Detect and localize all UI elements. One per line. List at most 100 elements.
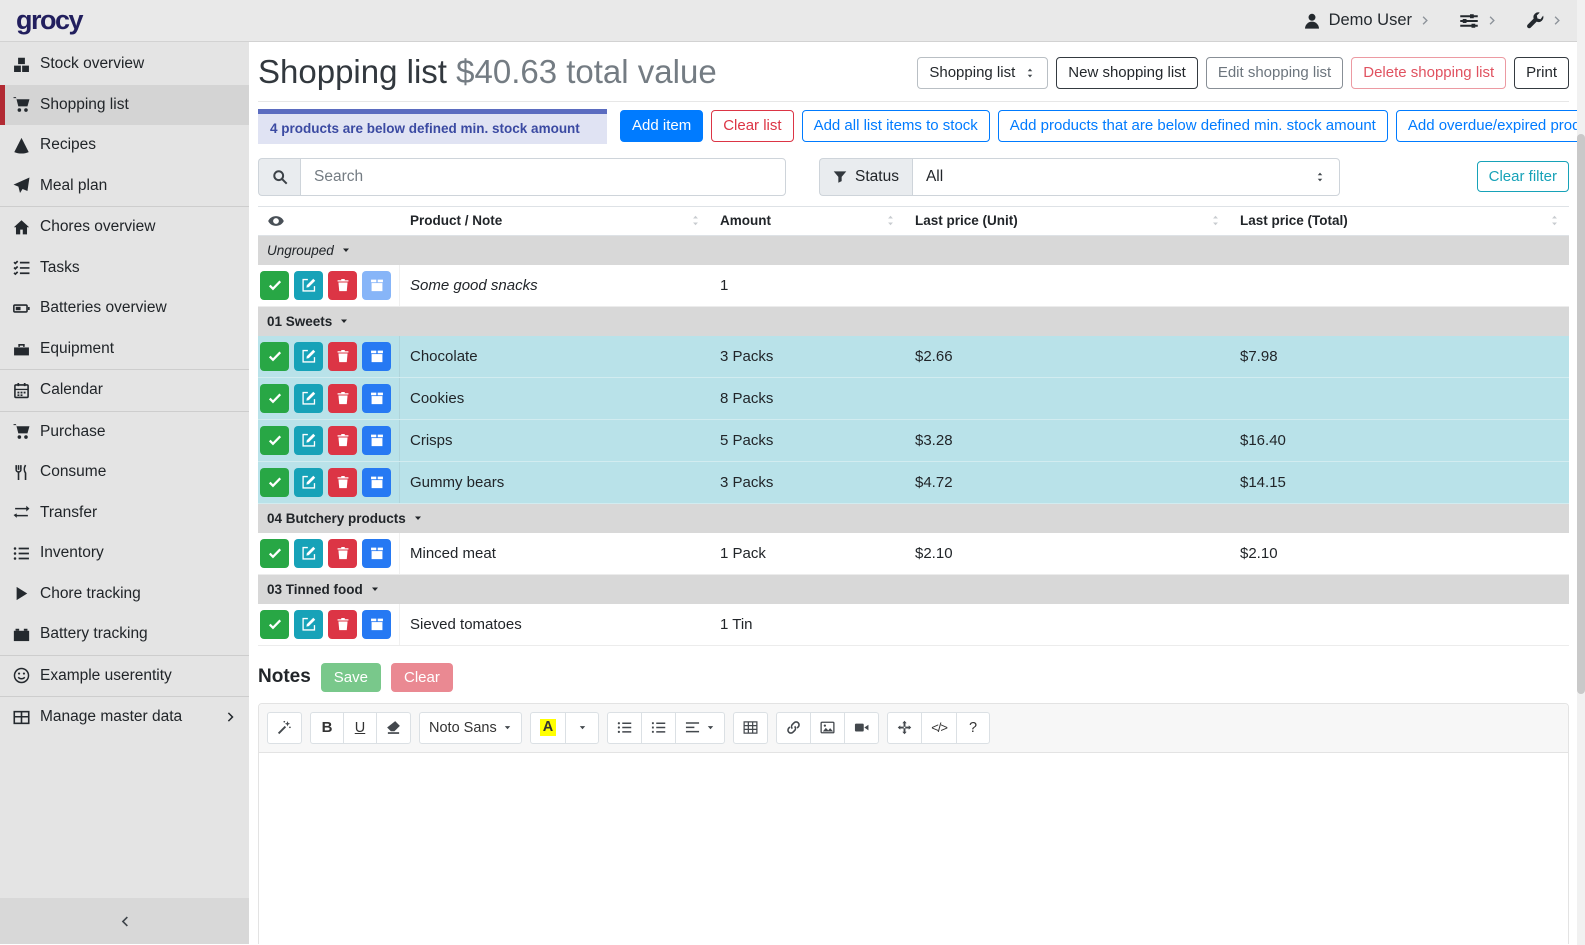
edit-item-button[interactable] (294, 271, 323, 300)
mark-done-button[interactable] (260, 468, 289, 497)
add-to-stock-button[interactable] (362, 426, 391, 455)
delete-item-button[interactable] (328, 426, 357, 455)
clear-filter-button[interactable]: Clear filter (1477, 161, 1569, 193)
sidebar-item-purchase[interactable]: Purchase (0, 412, 249, 453)
add-item-button[interactable]: Add item (620, 110, 703, 142)
mark-done-button[interactable] (260, 539, 289, 568)
admin-menu[interactable] (1526, 12, 1563, 30)
insert-video-button[interactable] (844, 712, 879, 744)
sidebar-item-shopping-list[interactable]: Shopping list (0, 85, 249, 126)
add-all-list-items-to-stock-button[interactable]: Add all list items to stock (802, 110, 990, 142)
insert-table-button[interactable] (733, 712, 768, 744)
status-select[interactable]: All (912, 158, 1340, 196)
new-shopping-list-button[interactable]: New shopping list (1056, 57, 1198, 89)
sidebar-item-equipment[interactable]: Equipment (0, 329, 249, 370)
search-input[interactable] (300, 158, 786, 196)
page-scrollbar[interactable] (1577, 0, 1585, 945)
bold-button[interactable]: B (310, 712, 344, 744)
sidebar-item-battery-tracking[interactable]: Battery tracking (0, 614, 249, 655)
group-header-row-04-butchery-products[interactable]: 04 Butchery products (258, 504, 1569, 533)
ordered-list-button[interactable] (641, 712, 676, 744)
add-below-min-stock-button[interactable]: Add products that are below defined min.… (998, 110, 1388, 142)
app-logo[interactable]: grocy (16, 5, 82, 36)
delete-item-button[interactable] (328, 468, 357, 497)
column-visibility-header[interactable] (258, 213, 400, 229)
last-price-unit-cell: $3.28 (905, 432, 1230, 449)
font-name-button[interactable]: Noto Sans (419, 712, 522, 744)
add-to-stock-button[interactable] (362, 610, 391, 639)
sidebar-item-chores-overview[interactable]: Chores overview (0, 207, 249, 248)
delete-item-button[interactable] (328, 342, 357, 371)
sort-icon[interactable] (1209, 214, 1222, 227)
code-view-button[interactable]: </> (921, 712, 957, 744)
sidebar-item-meal-plan[interactable]: Meal plan (0, 166, 249, 207)
column-last-price-total-header[interactable]: Last price (Total) (1230, 213, 1569, 228)
underline-button[interactable]: U (343, 712, 377, 744)
unordered-list-button[interactable] (607, 712, 642, 744)
edit-item-button[interactable] (294, 384, 323, 413)
user-menu[interactable]: Demo User (1303, 11, 1431, 30)
settings-menu[interactable] (1459, 11, 1498, 31)
notes-save-button[interactable]: Save (321, 663, 381, 692)
group-header-row-03-tinned-food[interactable]: 03 Tinned food (258, 575, 1569, 604)
edit-item-button[interactable] (294, 539, 323, 568)
sidebar-item-inventory[interactable]: Inventory (0, 533, 249, 574)
sidebar-item-consume[interactable]: Consume (0, 452, 249, 493)
magic-button[interactable] (267, 712, 302, 744)
group-header-row-01-sweets[interactable]: 01 Sweets (258, 307, 1569, 336)
shopping-list-select[interactable]: Shopping list (917, 57, 1048, 89)
add-to-stock-button[interactable] (362, 539, 391, 568)
group-header-row-ungrouped[interactable]: Ungrouped (258, 236, 1569, 265)
edit-item-button[interactable] (294, 610, 323, 639)
page-scrollbar-thumb[interactable] (1577, 134, 1585, 694)
sort-icon[interactable] (884, 214, 897, 227)
delete-item-button[interactable] (328, 539, 357, 568)
column-last-price-unit-header[interactable]: Last price (Unit) (905, 213, 1230, 228)
sidebar-collapse-button[interactable] (0, 898, 249, 944)
column-product-header[interactable]: Product / Note (400, 213, 710, 228)
sort-icon[interactable] (1548, 214, 1561, 227)
eraser-button[interactable] (376, 712, 411, 744)
edit-item-button[interactable] (294, 426, 323, 455)
notes-clear-button[interactable]: Clear (391, 663, 453, 692)
delete-item-button[interactable] (328, 384, 357, 413)
mark-done-button[interactable] (260, 610, 289, 639)
fullscreen-button[interactable] (887, 712, 922, 744)
sidebar-item-chore-tracking[interactable]: Chore tracking (0, 574, 249, 615)
mark-done-button[interactable] (260, 426, 289, 455)
add-to-stock-button[interactable] (362, 342, 391, 371)
sidebar-item-batteries-overview[interactable]: Batteries overview (0, 288, 249, 329)
edit-item-button[interactable] (294, 342, 323, 371)
clear-list-button[interactable]: Clear list (711, 110, 793, 142)
min-stock-banner[interactable]: 4 products are below defined min. stock … (258, 109, 607, 144)
paragraph-button[interactable] (675, 712, 725, 744)
mark-done-button[interactable] (260, 384, 289, 413)
edit-item-button[interactable] (294, 468, 323, 497)
font-color-picker-button[interactable] (565, 712, 599, 744)
help-button[interactable]: ? (956, 712, 990, 744)
delete-item-button[interactable] (328, 610, 357, 639)
delete-item-button[interactable] (328, 271, 357, 300)
sidebar-item-example-userentity[interactable]: Example userentity (0, 656, 249, 697)
column-amount-header[interactable]: Amount (710, 213, 905, 228)
sidebar-item-transfer[interactable]: Transfer (0, 493, 249, 534)
sidebar-item-manage-master-data[interactable]: Manage master data (0, 697, 249, 738)
sidebar-item-tasks[interactable]: Tasks (0, 248, 249, 289)
edit-shopping-list-button[interactable]: Edit shopping list (1206, 57, 1343, 89)
sidebar-item-recipes[interactable]: Recipes (0, 125, 249, 166)
notes-editor-area[interactable] (259, 753, 1568, 944)
sidebar-item-calendar[interactable]: Calendar (0, 370, 249, 411)
insert-picture-button[interactable] (810, 712, 845, 744)
add-overdue-expired-button[interactable]: Add overdue/expired products (1396, 110, 1585, 142)
mark-done-button[interactable] (260, 342, 289, 371)
print-button[interactable]: Print (1514, 57, 1569, 89)
add-to-stock-button[interactable] (362, 468, 391, 497)
add-to-stock-button[interactable] (362, 384, 391, 413)
sort-icon[interactable] (689, 214, 702, 227)
add-to-stock-button[interactable] (362, 271, 391, 300)
insert-link-button[interactable] (776, 712, 811, 744)
font-color-button[interactable]: A (530, 712, 566, 744)
mark-done-button[interactable] (260, 271, 289, 300)
delete-shopping-list-button[interactable]: Delete shopping list (1351, 57, 1506, 89)
sidebar-item-stock-overview[interactable]: Stock overview (0, 44, 249, 85)
